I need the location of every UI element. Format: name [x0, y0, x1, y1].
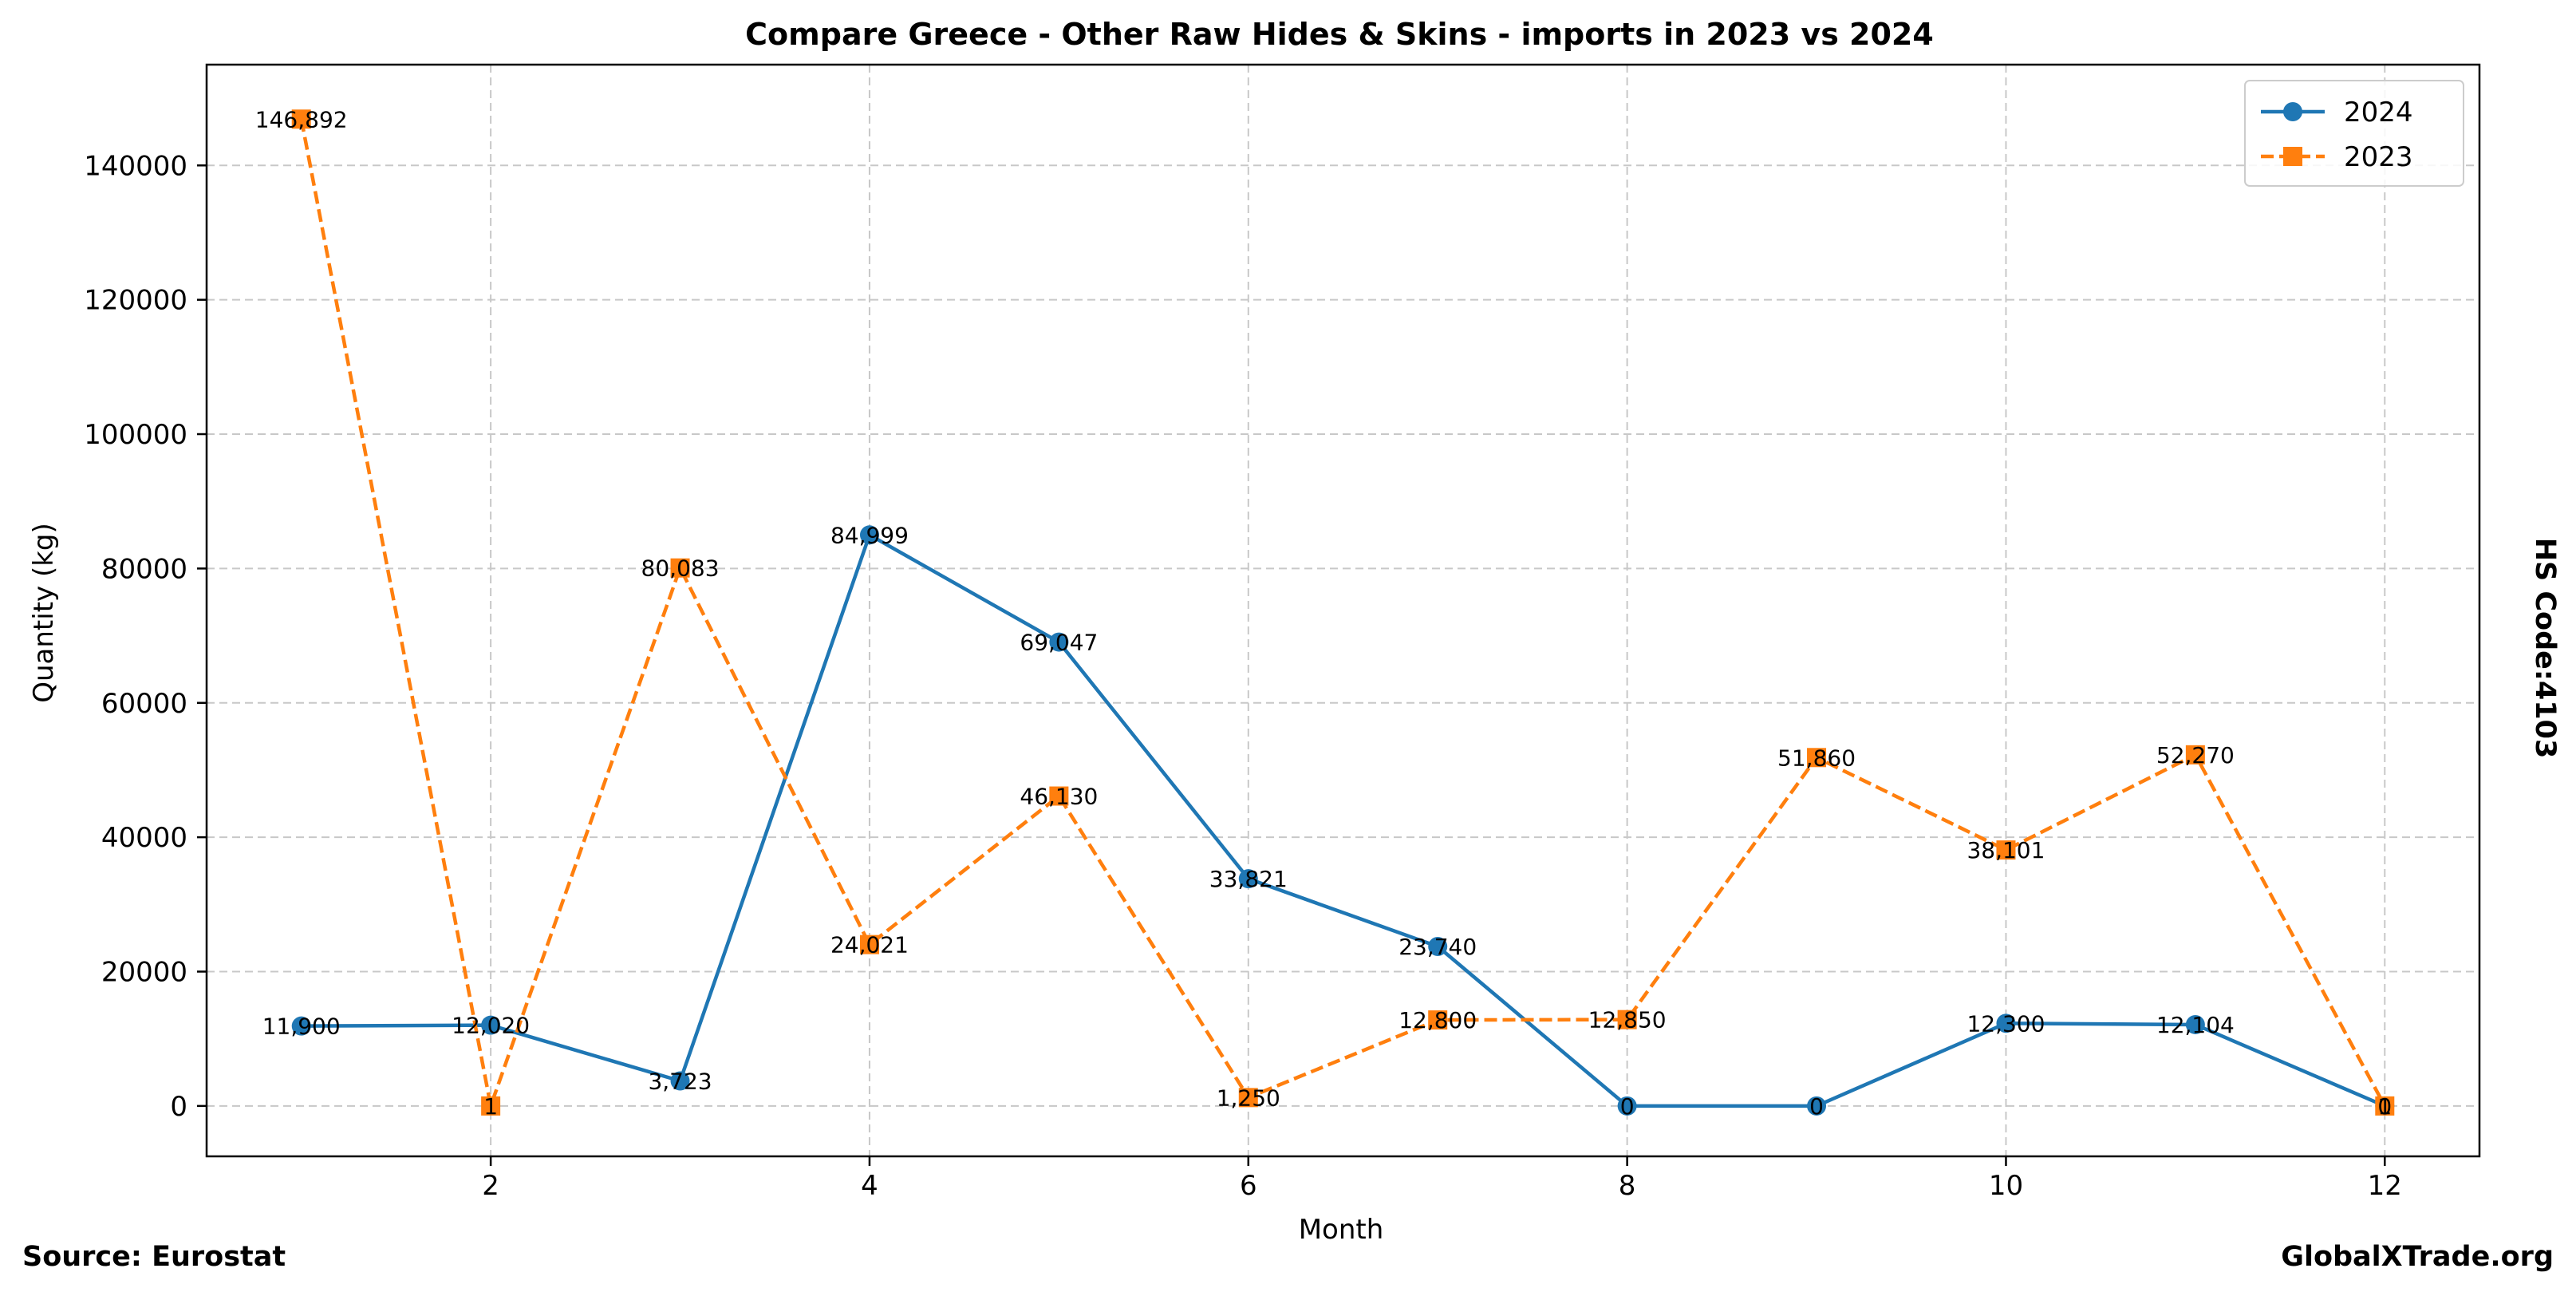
- hs-code-label: HS Code:4103: [2529, 537, 2561, 759]
- series-2023-data-label: 51,860: [1777, 745, 1856, 771]
- series-2024-data-label: 23,740: [1398, 934, 1477, 960]
- series-layer: [291, 109, 2395, 1116]
- y-axis-label: Quantity (kg): [28, 523, 60, 703]
- series-2023-data-label: 1: [2377, 1093, 2392, 1120]
- series-2024-data-label: 0: [1620, 1093, 1635, 1120]
- legend: 2024 2023: [2244, 80, 2464, 187]
- series-2024-data-label: 69,047: [1020, 630, 1098, 656]
- series-2023-point: [670, 558, 690, 578]
- data-labels: 11,900 12,020 3,723 84,999 69,047 33,821 23,74…: [255, 106, 2392, 1120]
- series-2024-point: [859, 525, 879, 545]
- series-2024-point: [1238, 869, 1258, 889]
- series-2024-data-label: 11,900: [262, 1013, 341, 1040]
- series-2023-point: [291, 109, 311, 129]
- series-2024-data-label: 12,300: [1967, 1010, 2045, 1037]
- series-2024-data-label: 12,020: [452, 1013, 530, 1039]
- grid-lines: [207, 65, 2479, 1156]
- series-2023-point: [2375, 1096, 2395, 1116]
- series-2024-point: [2185, 1014, 2205, 1034]
- series-2024-point: [1996, 1013, 2016, 1033]
- series-2024-data-label: 84,999: [830, 522, 909, 548]
- y-tick-label: 20000: [101, 956, 187, 988]
- legend-marker: [2283, 102, 2302, 121]
- legend-label: 2023: [2344, 141, 2413, 173]
- series-2023-point: [1996, 840, 2016, 860]
- chart-title: Compare Greece - Other Raw Hides & Skins…: [745, 17, 1934, 52]
- x-axis-label: Month: [1299, 1214, 1384, 1246]
- y-tick-label: 80000: [101, 553, 187, 585]
- series-2024-line: [301, 533, 2386, 1108]
- series-2023-point: [1049, 786, 1069, 806]
- series-2024-data-label: 0: [2377, 1093, 2392, 1120]
- plot-frame: [205, 63, 2481, 1158]
- y-tick-label: 40000: [101, 822, 187, 854]
- series-2023-point: [1617, 1010, 1637, 1029]
- series-2024-point: [1428, 937, 1448, 957]
- series-2023-data-label: 38,101: [1967, 837, 2045, 863]
- series-2024-data-label: 33,821: [1209, 866, 1288, 892]
- y-tick-label: 100000: [84, 419, 187, 451]
- y-tick-label: 60000: [101, 688, 187, 720]
- x-tick-label: 6: [1240, 1170, 1257, 1202]
- series-2023-data-label: 12,800: [1398, 1007, 1477, 1033]
- series-2023-data-label: 24,021: [830, 932, 909, 958]
- series-2024-point: [1807, 1096, 1827, 1116]
- series-2024-data-label: 0: [1809, 1093, 1824, 1120]
- x-tick-label: 10: [1989, 1170, 2023, 1202]
- x-tick-label: 8: [1619, 1170, 1636, 1202]
- series-2023-line: [299, 118, 2387, 1108]
- brand-watermark: GlobalXTrade.org: [2281, 1241, 2554, 1273]
- x-tick-label: 4: [861, 1170, 878, 1202]
- y-tick-label: 140000: [84, 150, 187, 182]
- series-2023-point: [859, 934, 879, 954]
- series-2023-data-label: 12,850: [1588, 1007, 1667, 1033]
- series-2023-point: [1238, 1088, 1258, 1108]
- series-2023-data-label: 1,250: [1217, 1085, 1280, 1111]
- series-2024-point: [291, 1016, 311, 1036]
- legend-marker: [2283, 147, 2302, 166]
- x-tick-label: 12: [2368, 1170, 2402, 1202]
- series-2023-point: [481, 1096, 501, 1116]
- axes: 2 4 6 8 10 1202000040000600008000010000012000…: [84, 63, 2481, 1202]
- source-note: Source: Eurostat: [22, 1241, 286, 1273]
- series-2023-data-label: 80,083: [641, 555, 720, 582]
- series-2024-point: [1049, 632, 1069, 652]
- series-2023-point: [1428, 1010, 1448, 1030]
- series-2023-data-label: 1: [483, 1093, 498, 1120]
- series-2023-point: [1807, 748, 1827, 768]
- series-2023-point: [2185, 745, 2205, 765]
- series-2024-point: [481, 1015, 501, 1035]
- series-2024-data-label: 12,104: [2156, 1012, 2235, 1038]
- series-2024-point: [670, 1071, 690, 1091]
- series-2023-data-label: 46,130: [1020, 784, 1098, 810]
- y-tick-label: 120000: [84, 285, 187, 317]
- legend-label: 2024: [2344, 97, 2413, 128]
- x-tick-label: 2: [482, 1170, 499, 1202]
- series-2024-point: [1617, 1096, 1637, 1116]
- y-tick-label: 0: [170, 1091, 187, 1123]
- series-2023-data-label: 146,892: [255, 106, 348, 132]
- series-2024-data-label: 3,723: [648, 1069, 712, 1095]
- series-2023-data-label: 52,270: [2156, 742, 2235, 769]
